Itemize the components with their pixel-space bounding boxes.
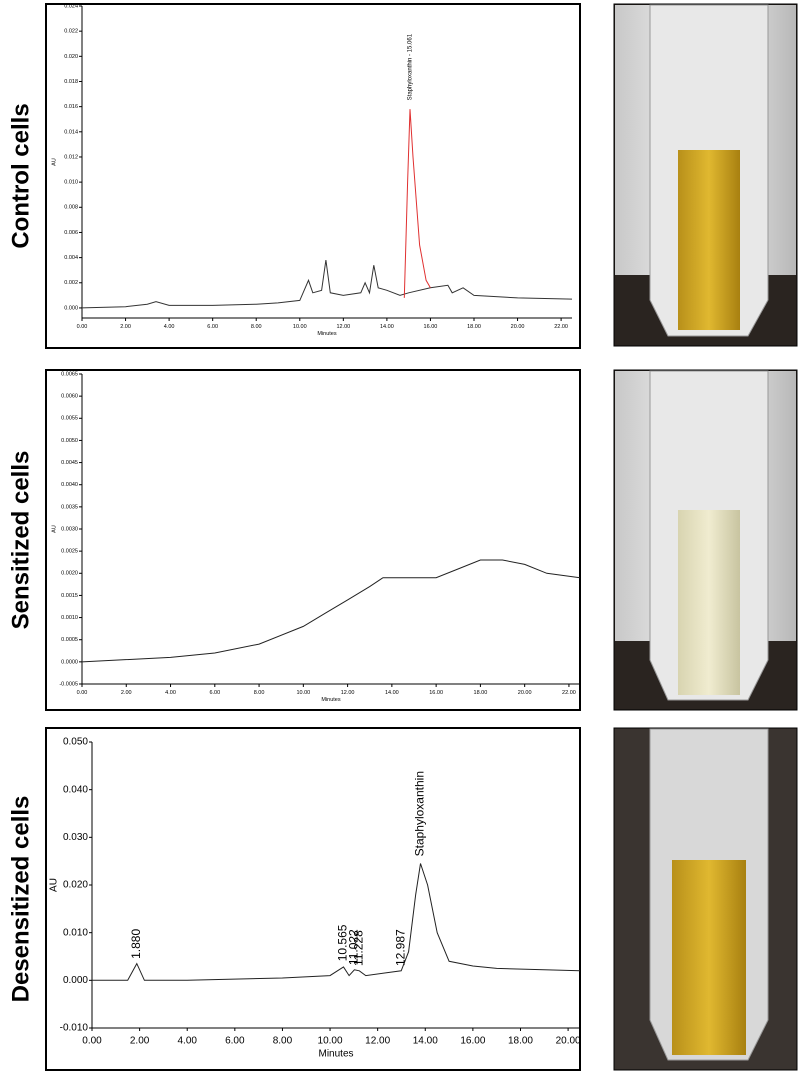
- peak-label: 12.987: [393, 929, 407, 966]
- peak-label: 11.022: [347, 929, 361, 965]
- y-axis-label: AU: [51, 158, 57, 166]
- y-tick-label: 0.0050: [61, 438, 78, 444]
- x-tick-label: 10.00: [296, 690, 310, 696]
- y-tick-label: 0.0035: [61, 504, 78, 510]
- y-tick-label: 0.004: [64, 255, 78, 261]
- x-tick-label: 4.00: [165, 690, 176, 696]
- peak-label: 10.565: [336, 924, 350, 961]
- photo-sensitized: [613, 369, 798, 711]
- x-tick-label: 14.00: [385, 690, 399, 696]
- y-tick-label: 0.008: [64, 205, 78, 211]
- x-tick-label: 6.00: [209, 690, 220, 696]
- y-tick-label: -0.010: [60, 1023, 89, 1034]
- x-tick-label: 16.00: [429, 690, 443, 696]
- row-label: Desensitized cells: [7, 796, 34, 1003]
- y-axis-label: AU: [49, 878, 60, 892]
- y-tick-label: 0.018: [64, 79, 78, 85]
- y-tick-label: 0.0030: [61, 526, 78, 532]
- y-tick-label: 0.0065: [61, 371, 78, 377]
- y-tick-label: 0.040: [63, 784, 88, 795]
- x-tick-label: 0.00: [77, 324, 88, 330]
- y-tick-label: 0.000: [63, 975, 88, 986]
- x-tick-label: 10.00: [318, 1036, 343, 1047]
- peak-label: 1.880: [129, 929, 143, 959]
- y-tick-label: 0.0025: [61, 549, 78, 555]
- x-tick-label: 0.00: [82, 1036, 102, 1047]
- x-tick-label: 14.00: [380, 324, 394, 330]
- y-tick-label: -0.0005: [59, 681, 78, 687]
- peak-label: Staphyloxanthin: [413, 771, 427, 856]
- row-label: Sensitized cells: [7, 451, 34, 630]
- x-axis-label: Minutes: [317, 331, 337, 337]
- x-tick-label: 18.00: [474, 690, 488, 696]
- y-tick-label: 0.024: [64, 3, 78, 9]
- x-axis-label: Minutes: [321, 697, 341, 703]
- y-tick-label: 0.012: [64, 154, 78, 160]
- trace: [92, 863, 581, 981]
- x-tick-label: 2.00: [120, 324, 131, 330]
- photo-desensitized: [613, 727, 798, 1071]
- y-tick-label: 0.0060: [61, 394, 78, 400]
- peak-label: Staphyloxanthin - 15.061: [408, 33, 414, 100]
- y-tick-label: 0.0040: [61, 482, 78, 488]
- x-tick-label: 2.00: [130, 1036, 150, 1047]
- y-tick-label: 0.0055: [61, 416, 78, 422]
- x-tick-label: 8.00: [251, 324, 262, 330]
- x-tick-label: 4.00: [164, 324, 175, 330]
- trace: [81, 260, 573, 309]
- y-tick-label: 0.006: [64, 230, 78, 236]
- x-tick-label: 18.00: [467, 324, 481, 330]
- x-tick-label: 22.00: [554, 324, 568, 330]
- y-tick-label: 0.000: [64, 305, 78, 311]
- x-tick-label: 16.00: [460, 1036, 485, 1047]
- y-tick-label: 0.050: [63, 737, 88, 748]
- x-tick-label: 20.00: [511, 324, 525, 330]
- y-tick-label: 0.0000: [61, 659, 78, 665]
- y-tick-label: 0.030: [63, 832, 88, 843]
- x-tick-label: 10.00: [293, 324, 307, 330]
- y-axis-label: AU: [51, 525, 57, 533]
- y-tick-label: 0.0020: [61, 571, 78, 577]
- x-tick-label: 16.00: [424, 324, 438, 330]
- x-tick-label: 0.00: [77, 690, 88, 696]
- x-tick-label: 18.00: [508, 1036, 533, 1047]
- y-tick-label: 0.020: [63, 880, 88, 891]
- x-tick-label: 20.00: [556, 1036, 581, 1047]
- panel: [45, 369, 581, 711]
- x-axis-label: Minutes: [318, 1049, 353, 1060]
- y-tick-label: 0.0005: [61, 637, 78, 643]
- peak-label: 11.228: [351, 930, 365, 966]
- y-tick-label: 0.014: [64, 129, 78, 135]
- y-tick-label: 0.0045: [61, 460, 78, 466]
- y-tick-label: 0.0010: [61, 615, 78, 621]
- panel: [45, 727, 581, 1071]
- y-tick-label: 0.002: [64, 280, 78, 286]
- x-tick-label: 8.00: [273, 1036, 293, 1047]
- y-tick-label: 0.010: [63, 927, 88, 938]
- x-tick-label: 20.00: [518, 690, 532, 696]
- x-tick-label: 8.00: [254, 690, 265, 696]
- x-tick-label: 14.00: [413, 1036, 438, 1047]
- trace: [81, 559, 581, 663]
- x-tick-label: 22.00: [562, 690, 576, 696]
- x-tick-label: 12.00: [341, 690, 355, 696]
- y-tick-label: 0.022: [64, 29, 78, 35]
- trace: [403, 109, 431, 298]
- row-label: Control cells: [7, 103, 34, 248]
- y-tick-label: 0.0015: [61, 593, 78, 599]
- y-tick-label: 0.010: [64, 180, 78, 186]
- panel: [45, 3, 581, 349]
- x-tick-label: 6.00: [207, 324, 218, 330]
- photo-control: [613, 3, 798, 347]
- x-tick-label: 2.00: [121, 690, 132, 696]
- x-tick-label: 12.00: [365, 1036, 390, 1047]
- x-tick-label: 6.00: [225, 1036, 245, 1047]
- x-tick-label: 12.00: [336, 324, 350, 330]
- y-tick-label: 0.020: [64, 54, 78, 60]
- x-tick-label: 4.00: [177, 1036, 197, 1047]
- y-tick-label: 0.016: [64, 104, 78, 110]
